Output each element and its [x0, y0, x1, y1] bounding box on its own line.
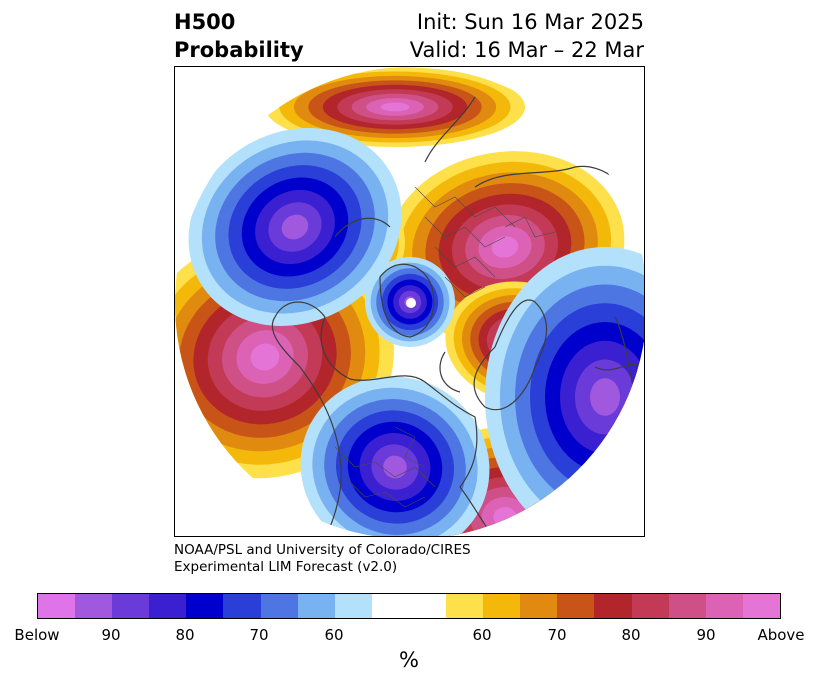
colorbar-swatch: [75, 594, 113, 618]
forecast-dates: Init: Sun 16 Mar 2025 Valid: 16 Mar – 22…: [410, 8, 644, 64]
colorbar-tick-label: 70: [547, 626, 567, 644]
credit-line-2: Experimental LIM Forecast (v2.0): [174, 559, 398, 575]
coastline-north-america: [320, 316, 496, 536]
above-normal-contour: [493, 507, 517, 527]
above-normal-contour: [250, 343, 280, 371]
colorbar-swatch: [631, 594, 669, 618]
probability-colorbar: [37, 593, 781, 619]
credit-text: NOAA/PSL and University of Colorado/CIRE…: [174, 542, 471, 576]
colorbar-swatch: [483, 594, 521, 618]
colorbar-swatch: [297, 594, 335, 618]
above-normal-contour: [491, 236, 519, 258]
coastline-alaska: [271, 301, 342, 536]
colorbar-swatch: [186, 594, 224, 618]
coastline-arctic-islands: [334, 217, 391, 238]
colorbar-tick-label: Below: [14, 626, 60, 644]
colorbar-swatch: [742, 594, 780, 618]
polar-map-svg: [175, 67, 644, 536]
coastline-europe: [473, 299, 548, 411]
north-pole-marker: [406, 298, 416, 308]
colorbar-swatch: [334, 594, 372, 618]
colorbar-tick-label: 80: [621, 626, 641, 644]
colorbar-tick-label: 60: [472, 626, 492, 644]
colorbar-unit-label: %: [399, 648, 419, 672]
colorbar-swatch: [38, 594, 76, 618]
colorbar-swatch: [223, 594, 261, 618]
colorbar-tick-label: 90: [696, 626, 716, 644]
coastline-hudson: [439, 351, 461, 393]
anomaly-field: [175, 67, 644, 536]
colorbar-tick-label: 80: [175, 626, 195, 644]
coastline-greenland: [379, 263, 435, 338]
below-normal-contour: [281, 214, 309, 240]
map-title: H500 Probability: [174, 8, 304, 64]
above-normal-contour: [380, 102, 410, 112]
colorbar-tick-label: 90: [101, 626, 121, 644]
colorbar-swatch: [371, 594, 447, 618]
below-normal-contour: [590, 378, 620, 416]
valid-date: Valid: 16 Mar – 22 Mar: [409, 38, 644, 62]
colorbar-tick-label: 70: [249, 626, 269, 644]
colorbar-tick-label: Above: [757, 626, 805, 644]
colorbar-swatch: [149, 594, 187, 618]
colorbar-swatch: [594, 594, 632, 618]
colorbar-swatch: [446, 594, 484, 618]
colorbar-swatch: [260, 594, 298, 618]
credit-line-1: NOAA/PSL and University of Colorado/CIRE…: [174, 542, 471, 558]
colorbar-swatch: [705, 594, 743, 618]
colorbar-tick-label: 60: [324, 626, 344, 644]
colorbar-swatch: [557, 594, 595, 618]
init-date: Init: Sun 16 Mar 2025: [416, 10, 644, 34]
coastline-kamchatka: [424, 96, 476, 163]
probability-map: [174, 66, 645, 537]
colorbar-swatch: [520, 594, 558, 618]
title-line-2: Probability: [174, 38, 304, 62]
colorbar-swatch: [112, 594, 150, 618]
title-line-1: H500: [174, 10, 236, 34]
colorbar-swatch: [668, 594, 706, 618]
